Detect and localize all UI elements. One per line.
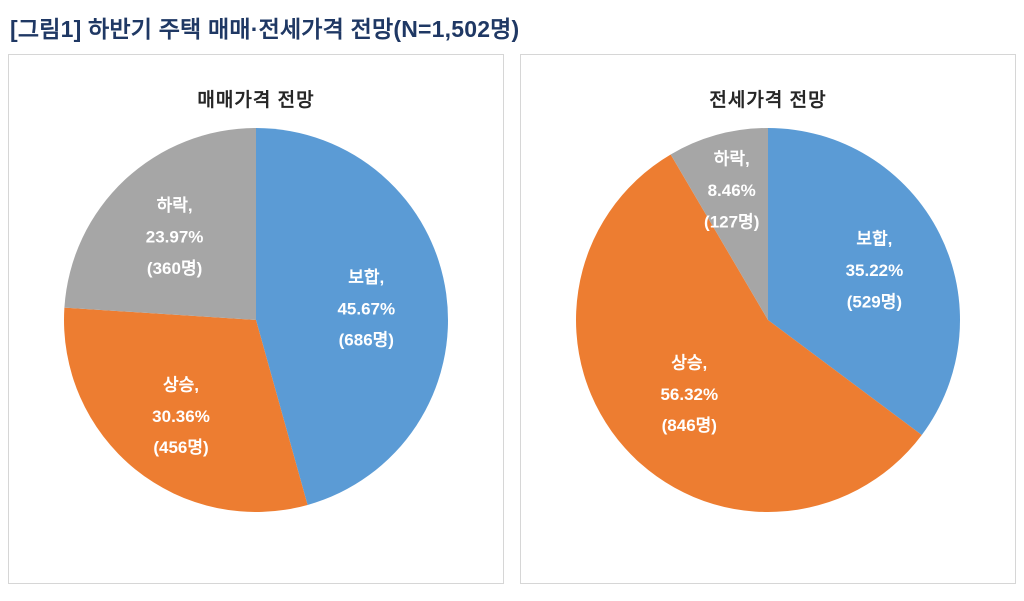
charts-row: 매매가격 전망 보합, 45.67% (686명) 상승, 30.36% (456명) 하락…: [8, 54, 1016, 584]
pie-slice-label-상승: 상승, 56.32% (846명): [660, 353, 718, 435]
pie-slice-상승: [63, 307, 308, 513]
jeonse-price-pie-chart: 보합, 35.22% (529명) 상승, 56.32% (846명) 하락, 8.46% (1…: [576, 128, 961, 512]
pie-slice-label-하락: 하락, 8.46% (127명): [704, 150, 759, 232]
pie-slice-하락: [64, 128, 257, 320]
pie-slice-보합: [768, 128, 961, 435]
pie-slice-label-상승: 상승, 30.36% (456명): [152, 375, 210, 457]
pie-slice-상승: [576, 154, 922, 512]
figure-title: [그림1] 하반기 주택 매매·전세가격 전망(N=1,502명): [10, 16, 520, 42]
pie-slice-보합: [256, 128, 449, 505]
pie-slice-label-보합: 보합, 35.22% (529명): [846, 229, 904, 312]
sale-price-chart-panel: 매매가격 전망 보합, 45.67% (686명) 상승, 30.36% (456명) 하락…: [8, 54, 504, 584]
pie-slice-label-보합: 보합, 45.67% (686명): [337, 267, 395, 350]
jeonse-price-chart-panel: 전세가격 전망 보합, 35.22% (529명) 상승, 56.32% (846명) 하락…: [520, 54, 1016, 584]
sale-price-pie-chart: 보합, 45.67% (686명) 상승, 30.36% (456명) 하락, 23.97%(…: [63, 128, 449, 513]
pie-slice-하락: [670, 128, 768, 320]
sale-price-chart-title: 매매가격 전망: [197, 90, 315, 111]
pie-slice-label-하락: 하락, 23.97% (360명): [146, 196, 204, 278]
jeonse-price-chart-title: 전세가격 전망: [709, 90, 827, 111]
